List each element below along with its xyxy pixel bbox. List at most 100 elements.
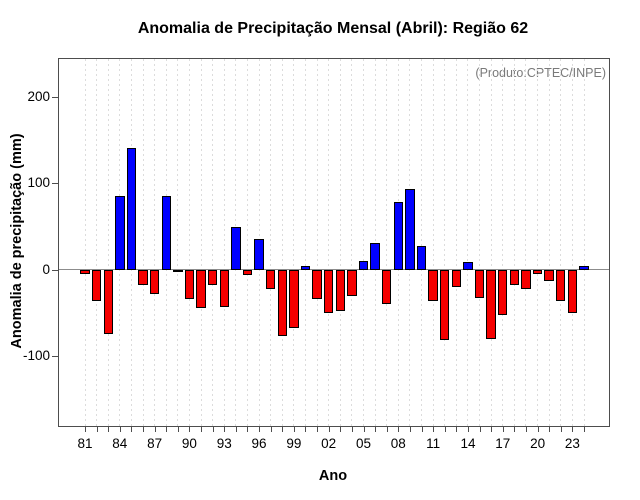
x-tick <box>375 427 377 432</box>
bar-2011 <box>428 269 438 301</box>
bar-2019 <box>521 269 531 289</box>
x-tick <box>282 427 284 432</box>
x-tick-label: 02 <box>321 436 337 451</box>
x-tick <box>386 427 388 432</box>
year-gridline <box>502 59 504 426</box>
bar-1989 <box>173 269 183 272</box>
bar-2003 <box>335 269 345 312</box>
x-tick <box>177 427 179 432</box>
year-gridline <box>490 59 492 426</box>
year-gridline <box>444 59 446 426</box>
x-tick <box>189 427 191 432</box>
year-gridline <box>316 59 318 426</box>
x-tick <box>85 427 86 432</box>
bar-2007 <box>382 269 392 305</box>
bar-1995 <box>242 269 253 275</box>
year-gridline <box>177 59 179 426</box>
year-gridline <box>142 59 144 426</box>
y-tick-label: 200 <box>27 88 50 104</box>
year-gridline <box>293 59 295 426</box>
x-tick-label: 93 <box>216 436 232 451</box>
year-gridline <box>560 59 562 426</box>
year-gridline <box>583 59 585 426</box>
bar-1981 <box>80 269 90 274</box>
x-tick <box>537 427 539 432</box>
year-gridline <box>548 59 550 426</box>
x-tick <box>328 427 330 432</box>
x-tick <box>270 427 272 432</box>
plot-area: (Produto:CPTEC/INPE) 81 84 87 90 93 96 99 02 05 0… <box>23 58 610 451</box>
year-gridline <box>223 59 225 426</box>
x-tick <box>502 427 504 432</box>
year-gridline <box>386 59 388 426</box>
x-tick <box>514 427 516 432</box>
x-tick-label: 96 <box>251 436 267 451</box>
year-gridline <box>513 59 515 426</box>
year-gridline <box>571 59 573 426</box>
year-gridline <box>188 59 190 426</box>
x-tick <box>166 427 168 432</box>
x-tick-label: 11 <box>426 436 441 451</box>
x-tick <box>108 427 110 432</box>
x-tick <box>433 427 435 432</box>
y-tick-label: 100 <box>27 175 50 191</box>
x-tick <box>467 427 469 432</box>
year-gridline <box>525 59 527 426</box>
bar-1996 <box>254 238 264 270</box>
chart-title: Anomalia de Precipitação Mensal (Abril):… <box>137 20 529 37</box>
bar-1999 <box>289 269 299 329</box>
bar-2021 <box>544 269 554 281</box>
year-gridline <box>363 59 364 426</box>
x-tick <box>293 427 295 432</box>
x-axis-title: Ano <box>318 468 348 484</box>
bar-1998 <box>277 269 287 337</box>
x-tick-label: 08 <box>390 436 406 451</box>
bar-1988 <box>161 196 171 270</box>
x-tick <box>224 427 226 432</box>
bar-1991 <box>196 269 206 308</box>
bar-2008 <box>393 202 404 270</box>
year-gridline <box>304 59 306 426</box>
x-tick <box>305 427 307 432</box>
x-tick-label: 20 <box>530 436 546 451</box>
x-tick-label: 05 <box>355 436 372 451</box>
x-tick <box>491 427 493 432</box>
bar-2013 <box>451 269 462 287</box>
year-gridline <box>107 59 109 426</box>
x-tick <box>549 427 551 432</box>
x-tick <box>212 427 214 432</box>
x-tick <box>560 427 562 432</box>
year-gridline <box>96 59 98 426</box>
x-tick <box>119 427 121 432</box>
x-tick-label: 99 <box>286 436 302 451</box>
year-gridline <box>212 59 214 426</box>
x-tick-label: 84 <box>112 436 128 451</box>
bar-2005 <box>358 261 369 270</box>
x-tick <box>340 427 342 432</box>
x-tick <box>479 427 481 432</box>
year-gridline <box>84 59 86 426</box>
x-tick <box>259 427 261 432</box>
x-tick <box>154 427 156 432</box>
x-tick <box>235 427 237 432</box>
bar-2015 <box>474 269 485 299</box>
x-tick <box>525 427 527 432</box>
year-gridline <box>154 59 156 426</box>
year-gridline <box>270 59 272 426</box>
y-axis-title: Anomalia de precipitação (mm) <box>9 133 25 349</box>
x-tick-label: 90 <box>181 436 197 451</box>
bar-1993 <box>219 269 229 307</box>
bar-2000 <box>300 266 311 270</box>
bar-1997 <box>265 269 276 289</box>
bar-2018 <box>509 269 520 286</box>
year-gridline <box>339 59 341 426</box>
x-tick <box>317 427 319 432</box>
x-tick <box>421 427 423 432</box>
x-tick <box>584 427 585 432</box>
year-gridline <box>432 59 434 426</box>
bar-2009 <box>405 189 415 270</box>
bar-1990 <box>184 269 195 300</box>
bar-1983 <box>103 269 113 334</box>
x-tick-label: 23 <box>564 436 580 451</box>
x-tick <box>201 427 203 432</box>
